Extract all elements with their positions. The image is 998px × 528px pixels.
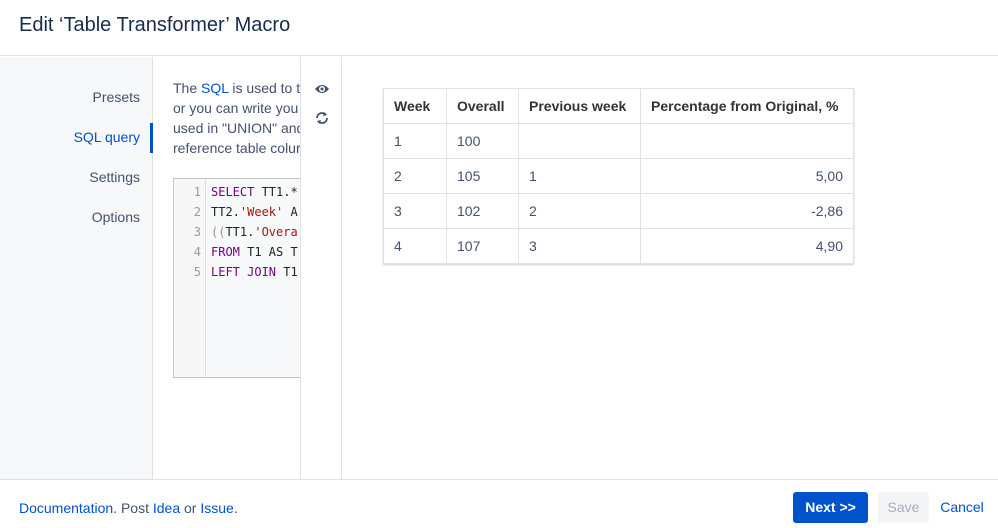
- table-cell: 3: [518, 228, 641, 264]
- link[interactable]: Documentation: [19, 500, 114, 516]
- icon-column: [300, 57, 342, 479]
- code-token: SELECT: [211, 185, 255, 199]
- table-cell: 100: [446, 123, 519, 159]
- table-cell: 3: [383, 193, 447, 229]
- preview-table: Week Overall Previous week Percentage from …: [383, 88, 854, 264]
- gutter: 1 2 3 4 5: [174, 179, 206, 377]
- table-row: 1 100: [383, 123, 854, 159]
- header: Edit ‘Table Transformer’ Macro: [0, 0, 998, 56]
- text: . Post: [113, 500, 153, 516]
- code-token: LEFT JOIN: [211, 265, 277, 279]
- dialog-title: Edit ‘Table Transformer’ Macro: [19, 14, 291, 36]
- text: .: [233, 500, 238, 516]
- sidebar: Presets SQL query Settings Options: [0, 57, 153, 479]
- column-header: Previous week: [518, 88, 641, 124]
- code-line: TT2.'Week' A: [211, 205, 298, 219]
- code-token: T1: [276, 265, 298, 279]
- table-cell: [640, 123, 854, 159]
- table-row: 4 107 3 4,90: [383, 228, 854, 264]
- code-line: LEFT JOIN T1: [211, 265, 298, 279]
- code-token: ((: [211, 225, 226, 239]
- text: or you can write you: [173, 100, 299, 116]
- code-token: TT1.*: [254, 185, 298, 199]
- link[interactable]: Idea: [152, 500, 181, 516]
- footer: Documentation. Post Idea or Issue. Next …: [0, 479, 998, 528]
- column-header: Week: [383, 88, 447, 124]
- line-number: 1: [193, 185, 201, 199]
- table-cell: 105: [446, 158, 519, 194]
- code-token: FROM: [211, 245, 240, 259]
- code-line: FROM T1 AS T: [211, 245, 298, 259]
- text: or: [180, 500, 201, 516]
- line-number: 3: [193, 225, 201, 239]
- code-editor[interactable]: 1 2 3 4 5 SELECT TT1.* TT2.'Week' A ((TT1.'Ove…: [173, 178, 300, 378]
- line-number: 2: [193, 205, 201, 219]
- code-token: 'Overa: [254, 225, 298, 239]
- code-token: T1 AS T: [239, 245, 298, 259]
- line-number: 5: [193, 265, 201, 279]
- next-button[interactable]: Next >>: [793, 492, 868, 523]
- link[interactable]: Issue: [200, 500, 234, 516]
- code-line: SELECT TT1.*: [211, 185, 298, 199]
- active-indicator: [150, 123, 153, 153]
- nav-item[interactable]: Settings: [89, 169, 140, 185]
- table-cell: 5,00: [640, 158, 854, 194]
- text: used in "UNION" and: [173, 120, 300, 136]
- table-cell: 1: [383, 123, 447, 159]
- code-token: TT2.: [211, 205, 240, 219]
- line-number: 4: [193, 245, 201, 259]
- table-cell: 107: [446, 228, 519, 264]
- table-cell: 4: [383, 228, 447, 264]
- table-row: 3 102 2 -2,86: [383, 193, 854, 229]
- nav-item[interactable]: Options: [91, 209, 140, 225]
- table-cell: 1: [518, 158, 641, 194]
- table-cell: -2,86: [640, 193, 854, 229]
- refresh-icon[interactable]: [314, 110, 330, 126]
- preview-icon[interactable]: [314, 82, 330, 96]
- text: The: [173, 80, 202, 96]
- text: reference table colur: [173, 140, 300, 156]
- table-row: 2 105 1 5,00: [383, 158, 854, 194]
- table-cell: 2: [518, 193, 641, 229]
- description: The SQL is used to tr or you can write yo…: [173, 78, 300, 158]
- code-token: A: [283, 205, 298, 219]
- link[interactable]: SQL: [201, 80, 229, 96]
- code-line: ((TT1.'Overa: [211, 225, 298, 239]
- footer-links: Documentation. Post Idea or Issue.: [19, 500, 238, 516]
- column-header: Overall: [446, 88, 519, 124]
- save-button[interactable]: Save: [878, 492, 929, 523]
- code-token: 'Week': [239, 205, 284, 219]
- table-cell: 4,90: [640, 228, 854, 264]
- table-cell: 2: [383, 158, 447, 194]
- text: is used to tr: [228, 80, 300, 96]
- nav-item[interactable]: SQL query: [73, 129, 140, 145]
- column-header: Percentage from Original, %: [640, 88, 854, 124]
- table-cell: [518, 123, 641, 159]
- code-token: TT1.: [225, 225, 255, 239]
- nav-item[interactable]: Presets: [92, 89, 140, 105]
- cancel-button[interactable]: Cancel: [940, 499, 984, 515]
- table-cell: 102: [446, 193, 519, 229]
